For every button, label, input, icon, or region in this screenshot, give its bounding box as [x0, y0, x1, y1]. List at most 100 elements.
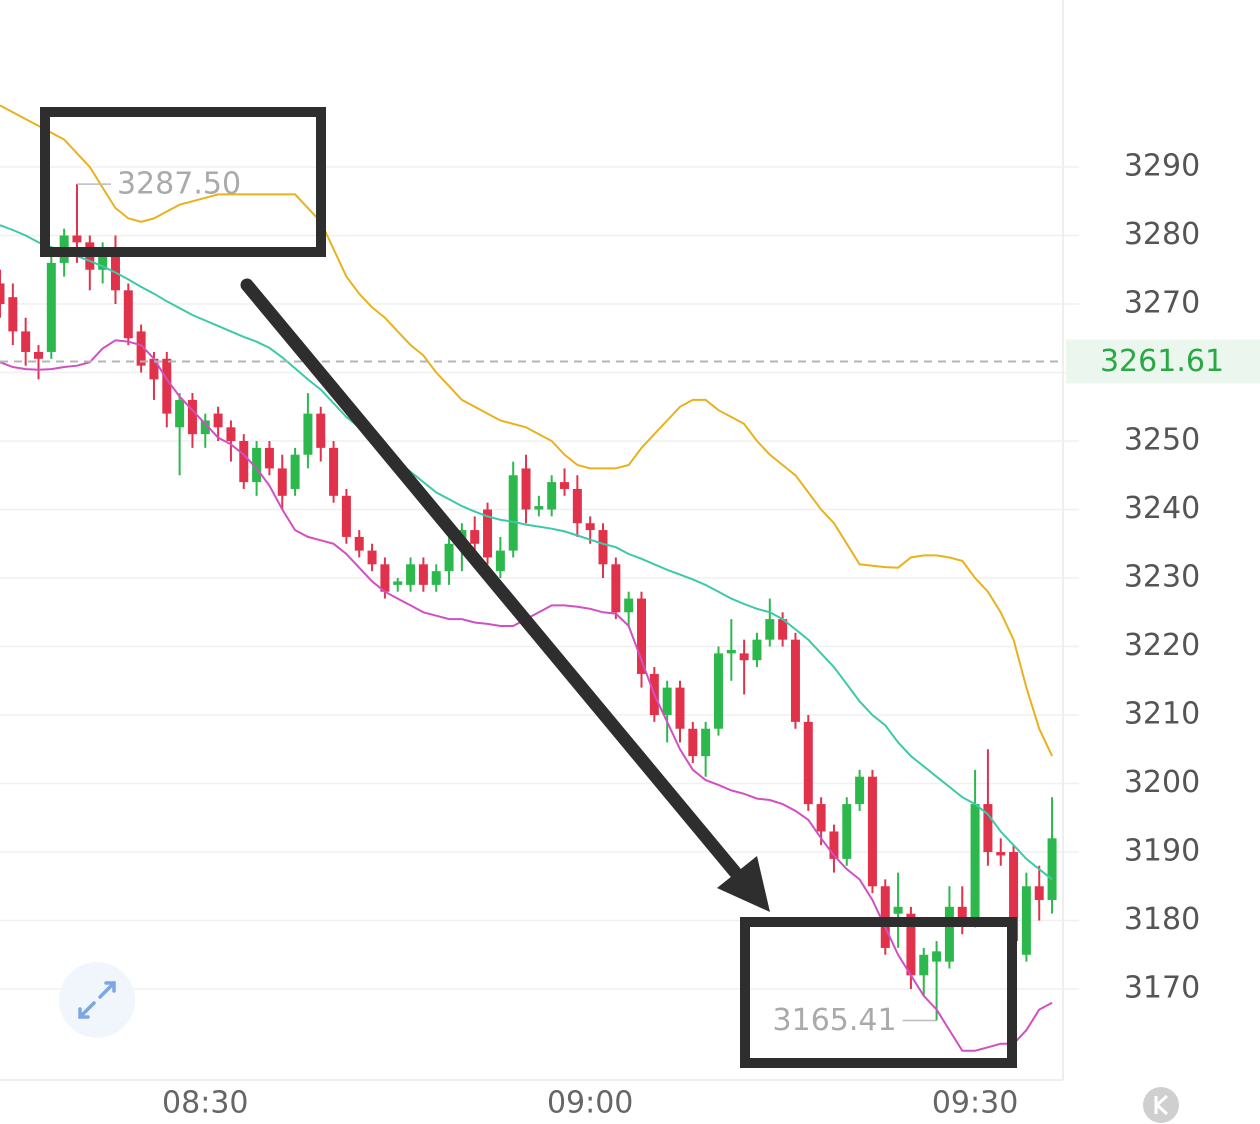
candle-body	[624, 598, 634, 613]
y-tick-label: 3220	[1124, 628, 1200, 663]
candle-body	[175, 399, 185, 428]
last-price-bg	[1066, 339, 1260, 384]
candle-body	[406, 564, 416, 585]
overlay: 3170318031903200321032203230324032503260…	[0, 149, 1260, 1121]
arrow-shaft	[240, 278, 742, 879]
max-label: 3287.50	[117, 167, 241, 202]
candle-body	[816, 804, 826, 832]
candle-body	[495, 550, 505, 572]
candle-body	[675, 687, 685, 729]
expand-button[interactable]	[59, 962, 135, 1038]
candle-body	[521, 468, 531, 510]
y-tick-label: 3240	[1124, 491, 1200, 526]
candle-body	[8, 297, 18, 332]
candle-body	[867, 776, 877, 887]
candle-body	[290, 454, 300, 489]
candle-body	[418, 564, 428, 585]
candle-body	[162, 358, 172, 414]
candle-body	[1009, 852, 1019, 942]
candle-body	[996, 852, 1006, 856]
candle-body	[239, 441, 249, 483]
candle-body	[983, 804, 993, 853]
candle-body	[483, 509, 493, 558]
candle-body	[367, 550, 377, 565]
expand-bg[interactable]	[59, 962, 135, 1038]
candle-body	[534, 506, 544, 510]
candle-body	[252, 447, 262, 483]
candle-body	[226, 427, 236, 442]
candle-body	[726, 649, 736, 654]
candle-body	[200, 420, 210, 435]
candle-body	[123, 290, 133, 339]
candle-body	[919, 954, 929, 976]
candle-body	[855, 776, 865, 805]
candle-body	[752, 639, 762, 661]
candle-body	[72, 235, 82, 243]
k-button[interactable]	[1143, 1087, 1179, 1123]
x-tick-label: 09:00	[547, 1086, 633, 1121]
candle-body	[329, 447, 339, 496]
candle-body	[136, 331, 146, 366]
candle-body	[354, 536, 364, 551]
candle-body	[277, 468, 287, 496]
band-line	[0, 224, 1053, 881]
candle-body	[598, 530, 608, 565]
candle-body	[572, 488, 582, 524]
y-tick-label: 3290	[1124, 149, 1200, 184]
candle-body	[739, 653, 749, 661]
candle-body	[778, 619, 788, 640]
k-icon[interactable]	[1154, 1094, 1169, 1116]
candle-body	[932, 951, 942, 962]
candle-body	[98, 256, 108, 270]
candle-body	[508, 475, 518, 551]
candle-body	[393, 581, 403, 585]
y-tick-label: 3180	[1124, 902, 1200, 937]
candle-body	[790, 639, 800, 722]
y-tick-label: 3230	[1124, 560, 1200, 595]
candle-body	[46, 262, 56, 352]
x-tick-label: 09:30	[932, 1086, 1018, 1121]
grid	[0, 166, 1079, 990]
highlight-box	[740, 917, 1017, 1068]
y-tick-label: 3190	[1124, 834, 1200, 869]
y-tick-label: 3280	[1124, 217, 1200, 252]
candle-body	[1047, 838, 1057, 900]
candle-body	[1021, 886, 1031, 955]
candle-body	[21, 331, 31, 352]
candle-body	[187, 399, 197, 435]
y-tick-label: 3250	[1124, 423, 1200, 458]
candle-body	[560, 482, 570, 489]
expand-icon[interactable]	[78, 981, 116, 1019]
candle-body	[765, 619, 775, 640]
band-line	[0, 339, 1053, 1052]
candle-body	[1034, 886, 1044, 900]
candle-body	[264, 447, 274, 469]
candle-body	[906, 913, 916, 976]
candle-body	[470, 530, 480, 544]
y-tick-label: 3270	[1124, 286, 1200, 321]
y-tick-label: 3210	[1124, 697, 1200, 732]
arrow-head	[717, 856, 770, 912]
last-price-label: 3261.61	[1100, 344, 1224, 379]
candle-body	[637, 598, 646, 674]
candle-body	[0, 283, 5, 305]
min-label: 3165.41	[773, 1003, 897, 1038]
candle-body	[701, 728, 711, 757]
candle-body	[380, 564, 390, 592]
candle-body	[431, 571, 441, 585]
candle-body	[547, 482, 557, 510]
y-tick-label: 3200	[1124, 765, 1200, 800]
candle-body	[303, 413, 313, 455]
candle-body	[611, 564, 621, 613]
candle-body	[33, 351, 43, 359]
candle-body	[213, 413, 223, 428]
x-tick-label: 08:30	[162, 1086, 248, 1121]
candle-body	[341, 495, 351, 537]
candle-body	[713, 653, 723, 729]
candle-body	[316, 413, 326, 448]
y-tick-label: 3170	[1124, 971, 1200, 1006]
candle-body	[662, 687, 672, 716]
candle-body	[944, 906, 954, 962]
k-bg[interactable]	[1143, 1087, 1179, 1123]
candle-body	[149, 358, 159, 380]
